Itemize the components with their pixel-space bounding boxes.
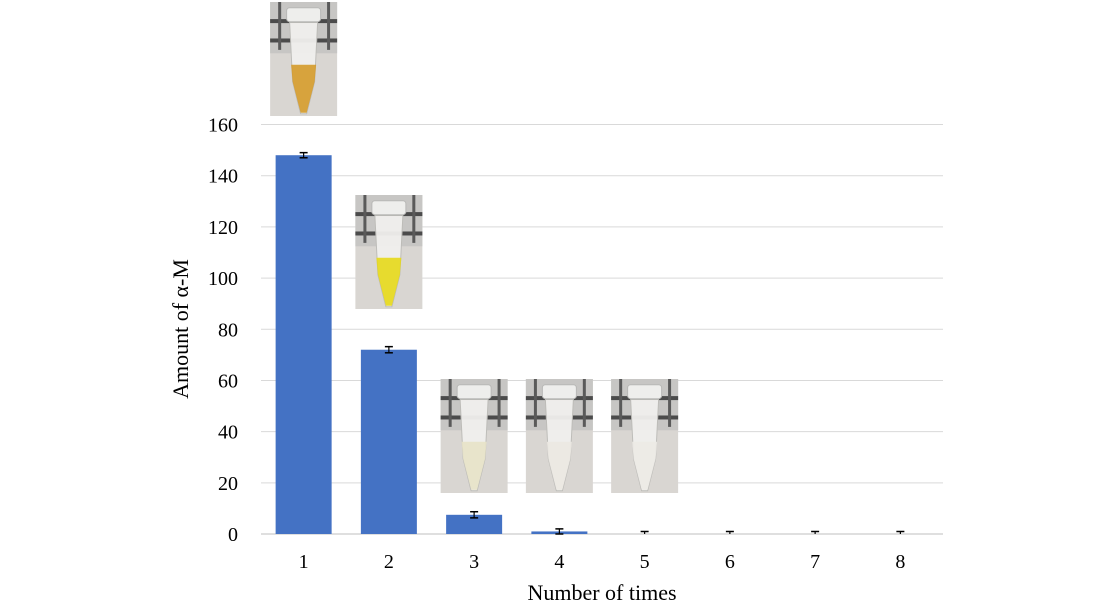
- x-tick-label: 4: [554, 551, 564, 573]
- y-tick-labels: 0 20 40 60 80 100 120 140 160: [208, 115, 238, 547]
- y-axis-title: Amount of α-M: [168, 259, 193, 399]
- y-tick-label: 20: [218, 473, 238, 495]
- y-tick-label: 40: [218, 422, 238, 444]
- error-bar: [896, 530, 905, 534]
- bars: [275, 155, 588, 534]
- tube-photo: [611, 379, 679, 493]
- error-bars: [299, 151, 905, 535]
- x-tick-label: 8: [895, 551, 905, 573]
- y-tick-label: 80: [218, 319, 238, 341]
- x-tick-label: 7: [810, 551, 820, 573]
- error-bar: [811, 530, 820, 534]
- error-bar: [640, 530, 649, 534]
- x-tick-label: 1: [299, 551, 309, 573]
- error-bar: [470, 510, 479, 519]
- bar: [360, 349, 417, 534]
- error-bar: [299, 151, 308, 159]
- tube-photo: [355, 195, 423, 309]
- x-tick-label: 5: [640, 551, 650, 573]
- y-tick-label: 140: [208, 166, 238, 188]
- y-tick-label: 100: [208, 268, 238, 290]
- bar: [275, 155, 332, 534]
- x-tick-label: 3: [469, 551, 479, 573]
- y-tick-label: 120: [208, 217, 238, 239]
- bar: [446, 514, 503, 534]
- tube-photo: [525, 379, 593, 493]
- x-tick-label: 2: [384, 551, 394, 573]
- x-axis-title: Number of times: [527, 580, 676, 604]
- error-bar: [384, 345, 393, 354]
- photo-insets: [270, 2, 679, 493]
- error-bar: [725, 530, 734, 534]
- y-tick-label: 60: [218, 370, 238, 392]
- tube-photo: [440, 379, 508, 493]
- tube-photo: [270, 2, 338, 116]
- y-tick-label: 0: [228, 524, 238, 546]
- x-tick-labels: 1 2 3 4 5 6 7 8: [299, 551, 906, 573]
- x-tick-label: 6: [725, 551, 735, 573]
- y-tick-label: 160: [208, 115, 238, 137]
- error-bar: [555, 528, 564, 535]
